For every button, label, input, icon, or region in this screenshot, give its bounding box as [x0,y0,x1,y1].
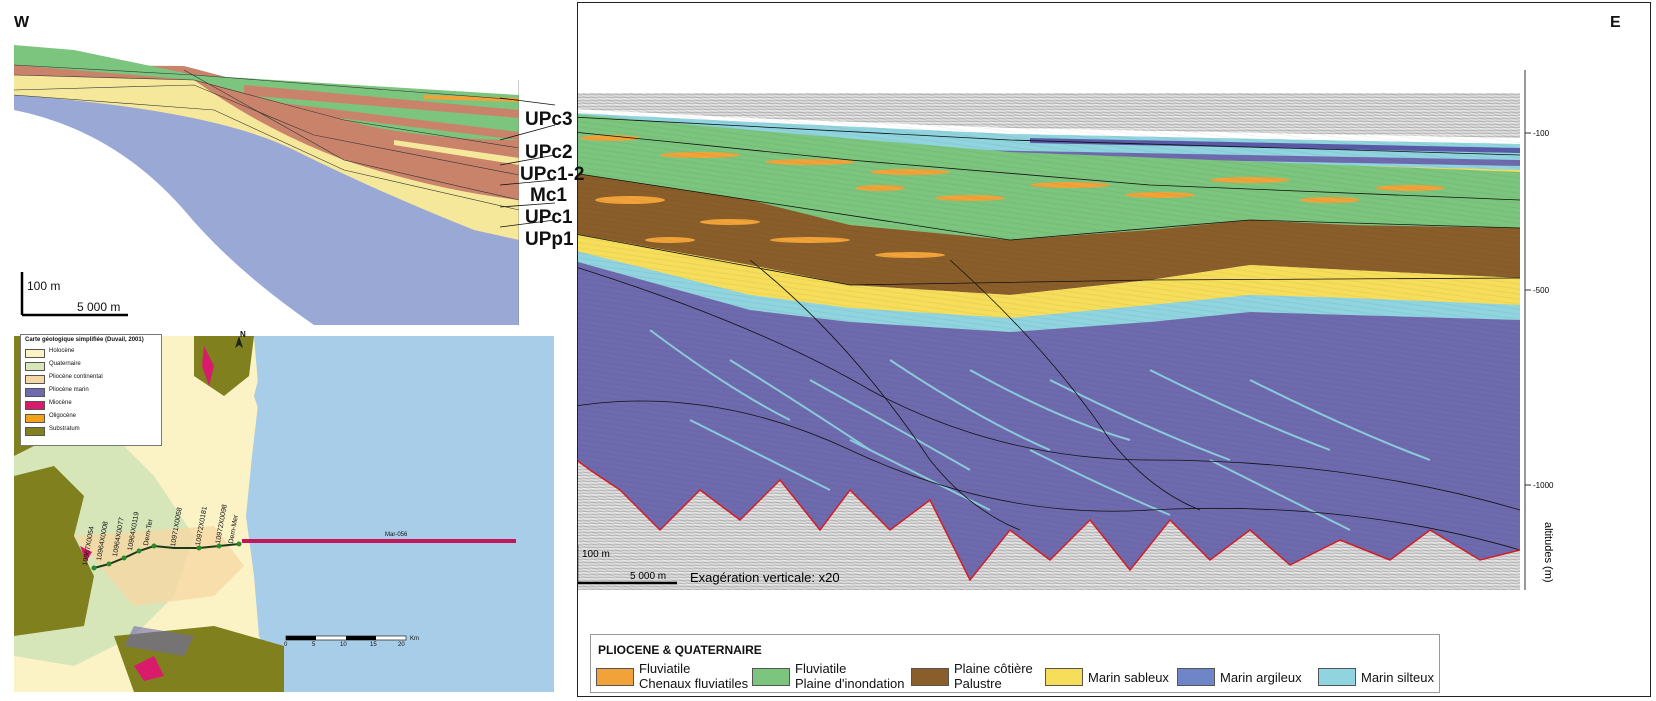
legend-swatch-plaine-cotiere [911,668,949,686]
unit-label-upc3: UPc3 [525,109,573,130]
legend-swatch-marin-silteux [1318,668,1356,686]
legend-swatch-chenaux [596,668,634,686]
north-arrow-icon [235,336,243,348]
unit-label-upp1: UPp1 [525,229,574,250]
map-substratum-w [14,466,94,636]
seismic-scale-vertical-label: 100 m [582,549,610,560]
map-scale-tick: 15 [370,642,377,648]
unit-label-upc2: UPc2 [525,142,573,163]
vertical-exaggeration-label: Exagération verticale: x20 [690,570,840,585]
cs-plaine-cotiere [14,65,519,200]
legend-swatch-plaine-inondation [752,668,790,686]
legend-swatch-marin-argileux [1177,668,1215,686]
seismic-section: -100 -500 -1000 altitudes (m) 100 m 5 00… [552,70,1554,590]
map-scale-tick: 10 [340,642,347,648]
depth-tick-100: -100 [1533,129,1550,138]
cs-yellow-lens [394,140,519,165]
map-scale-tick: 20 [398,642,405,648]
facies-legend-title: PLIOCENE & QUATERNAIRE [598,643,762,657]
map-miocene-n [202,346,214,386]
legend-item-marin-argileux: Marin argileux [1220,670,1302,685]
map-legend-title: Carte géologique simplifiée (Duvail, 200… [25,337,144,343]
basement-reflector [552,454,1521,582]
seismic-scale-horizontal-label: 5 000 m [630,571,666,582]
unit-label-mc1: Mc1 [530,185,567,206]
map-north-label: N [240,330,246,339]
map-scale-tick: 0 [284,642,288,648]
seismic-texture [553,93,1520,590]
legend-item-marin-sableux: Marin sableux [1088,670,1169,685]
legend-item-plaine-cotiere: Plaine côtière Palustre [954,661,1033,691]
unit-label-upc1: UPc1 [525,207,573,228]
unit-label-upc1-2: UPc1-2 [520,164,585,185]
geological-cross-section [14,45,519,325]
cs-brown-band-2 [274,102,519,140]
cs-scale-vertical-label: 100 m [27,279,61,293]
map-lagoon [254,376,274,426]
well-points [91,541,242,571]
cs-brown-band [244,85,519,118]
cs-orange-lens [424,95,519,102]
geological-map [14,336,554,692]
map-profile-label: Mar-056 [385,532,408,538]
facies-legend [590,634,1440,693]
map-pliocene-marin [124,626,194,656]
map-scale-bar-segment [346,636,376,640]
map-miocene-s [134,656,164,681]
depth-axis-label: altitudes (m) [1542,522,1554,583]
depth-tick-1000: -1000 [1533,481,1554,490]
legend-item-marin-silteux: Marin silteux [1361,670,1434,685]
cs-horizons [14,64,519,211]
map-legend: Carte géologique simplifiée (Duvail, 200… [20,334,162,446]
direction-west: W [14,14,30,31]
legend-swatch-marin-sableux [1045,668,1083,686]
map-scale-bar-segment [286,636,316,640]
direction-east: E [1610,14,1621,31]
depth-tick-500: -500 [1533,286,1550,295]
map-scale-tick: 5 [312,642,316,648]
cs-scale-horizontal-label: 5 000 m [77,300,121,314]
map-miocene-w [80,546,92,562]
legend-item-chenaux: Fluviatile Chenaux fluviatiles [639,661,749,691]
seismic-horizons [552,115,1521,551]
cs-scale-bar [20,272,128,317]
legend-item-plaine-inondation: Fluviatile Plaine d'inondation [795,661,905,691]
map-scale-unit: Km [410,636,419,642]
silt-streaks [649,329,1431,531]
map-pliocene-continental [74,526,244,606]
unit-connector-lines [500,97,556,228]
